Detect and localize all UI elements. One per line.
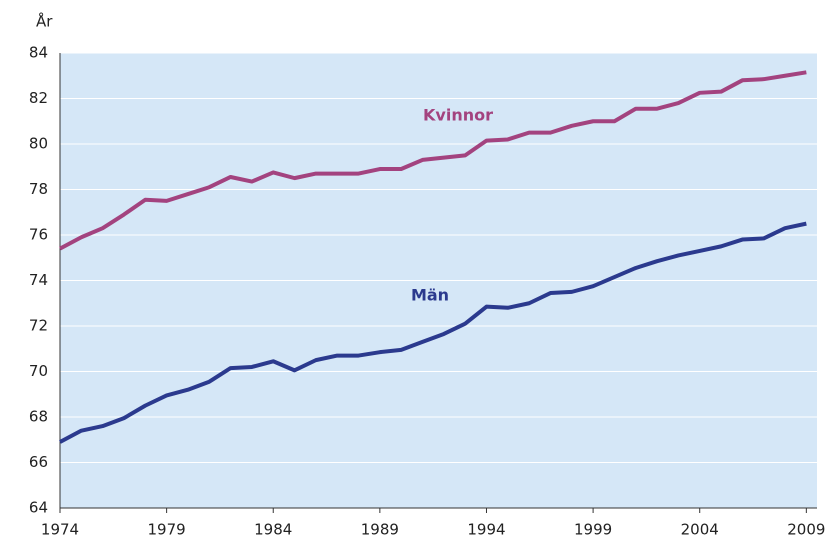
y-tick-label: 76: [29, 226, 48, 244]
series-label: Kvinnor: [423, 106, 493, 125]
y-tick-label: 64: [29, 499, 48, 517]
y-tick-label: 78: [29, 180, 48, 198]
x-tick-label: 1974: [41, 521, 79, 539]
x-tick-label: 1984: [254, 521, 292, 539]
series-label: Män: [411, 286, 449, 305]
y-tick-label: 82: [29, 89, 48, 107]
y-tick-label: 66: [29, 453, 48, 471]
y-tick-label: 70: [29, 362, 48, 380]
y-tick-label: 80: [29, 135, 48, 153]
y-tick-label: 72: [29, 317, 48, 335]
x-tick-label: 1979: [148, 521, 186, 539]
x-tick-label: 2009: [787, 521, 825, 539]
y-tick-label: 74: [29, 271, 48, 289]
series-line: [59, 70, 807, 251]
y-tick-label: 68: [29, 408, 48, 426]
series-line: [59, 221, 807, 444]
x-tick-label: 2004: [681, 521, 719, 539]
y-axis-label: År: [36, 12, 53, 31]
x-tick-label: 1989: [361, 521, 399, 539]
y-tick-label: 84: [29, 44, 48, 62]
x-tick-label: 1994: [467, 521, 505, 539]
x-tick-label: 1999: [574, 521, 612, 539]
